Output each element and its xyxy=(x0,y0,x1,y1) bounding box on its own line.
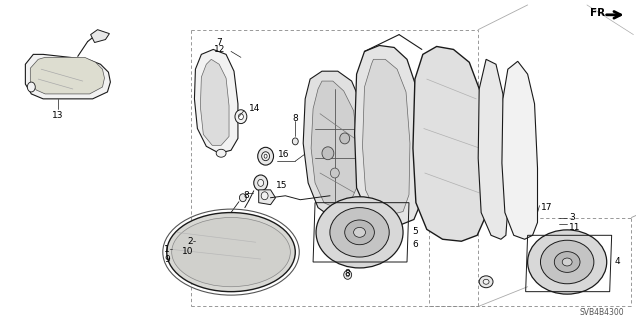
Ellipse shape xyxy=(239,114,243,120)
Ellipse shape xyxy=(258,180,264,186)
Ellipse shape xyxy=(239,194,246,202)
Text: 17: 17 xyxy=(540,203,552,212)
Ellipse shape xyxy=(345,220,374,245)
Polygon shape xyxy=(311,81,358,208)
Ellipse shape xyxy=(28,82,35,92)
Polygon shape xyxy=(91,30,109,42)
Text: 10: 10 xyxy=(182,247,193,256)
Ellipse shape xyxy=(216,149,226,157)
Polygon shape xyxy=(355,46,422,226)
Ellipse shape xyxy=(346,273,349,277)
Text: 12: 12 xyxy=(214,46,225,55)
Text: 13: 13 xyxy=(52,111,64,120)
Ellipse shape xyxy=(172,218,291,287)
Polygon shape xyxy=(478,59,508,239)
Ellipse shape xyxy=(258,147,273,165)
Polygon shape xyxy=(362,59,410,216)
Ellipse shape xyxy=(330,208,389,257)
Text: SVB4B4300: SVB4B4300 xyxy=(580,308,625,317)
Polygon shape xyxy=(195,49,238,153)
Ellipse shape xyxy=(253,175,268,191)
Ellipse shape xyxy=(344,271,351,279)
Ellipse shape xyxy=(527,230,607,294)
Text: FR.: FR. xyxy=(590,8,609,18)
Ellipse shape xyxy=(261,192,268,200)
Polygon shape xyxy=(502,61,538,239)
Ellipse shape xyxy=(540,240,594,284)
Polygon shape xyxy=(259,190,275,205)
Ellipse shape xyxy=(483,279,489,284)
Text: 5: 5 xyxy=(412,227,418,236)
Ellipse shape xyxy=(330,168,339,178)
Ellipse shape xyxy=(554,252,580,272)
Ellipse shape xyxy=(262,152,269,161)
Text: 8: 8 xyxy=(243,191,249,200)
Text: 8: 8 xyxy=(345,269,351,278)
Ellipse shape xyxy=(562,258,572,266)
Text: 9: 9 xyxy=(164,255,170,264)
Polygon shape xyxy=(303,71,367,218)
Text: 7: 7 xyxy=(216,38,222,47)
Ellipse shape xyxy=(264,154,267,158)
Text: 8: 8 xyxy=(292,114,298,123)
Text: 15: 15 xyxy=(275,181,287,190)
Ellipse shape xyxy=(322,147,334,160)
Ellipse shape xyxy=(316,197,403,268)
Polygon shape xyxy=(26,54,110,99)
Ellipse shape xyxy=(340,133,349,144)
Polygon shape xyxy=(413,47,486,241)
Text: 1: 1 xyxy=(164,245,170,254)
Polygon shape xyxy=(30,57,104,94)
Text: 6: 6 xyxy=(412,240,418,249)
Ellipse shape xyxy=(292,138,298,145)
Ellipse shape xyxy=(167,212,295,292)
Text: 4: 4 xyxy=(614,257,620,266)
Ellipse shape xyxy=(479,276,493,288)
Text: 3: 3 xyxy=(569,212,575,222)
Polygon shape xyxy=(200,59,229,145)
Text: 2: 2 xyxy=(188,237,193,246)
Text: 16: 16 xyxy=(278,150,289,159)
Ellipse shape xyxy=(235,110,247,123)
Text: 11: 11 xyxy=(569,223,580,233)
Ellipse shape xyxy=(354,227,365,237)
Text: 14: 14 xyxy=(249,104,260,113)
